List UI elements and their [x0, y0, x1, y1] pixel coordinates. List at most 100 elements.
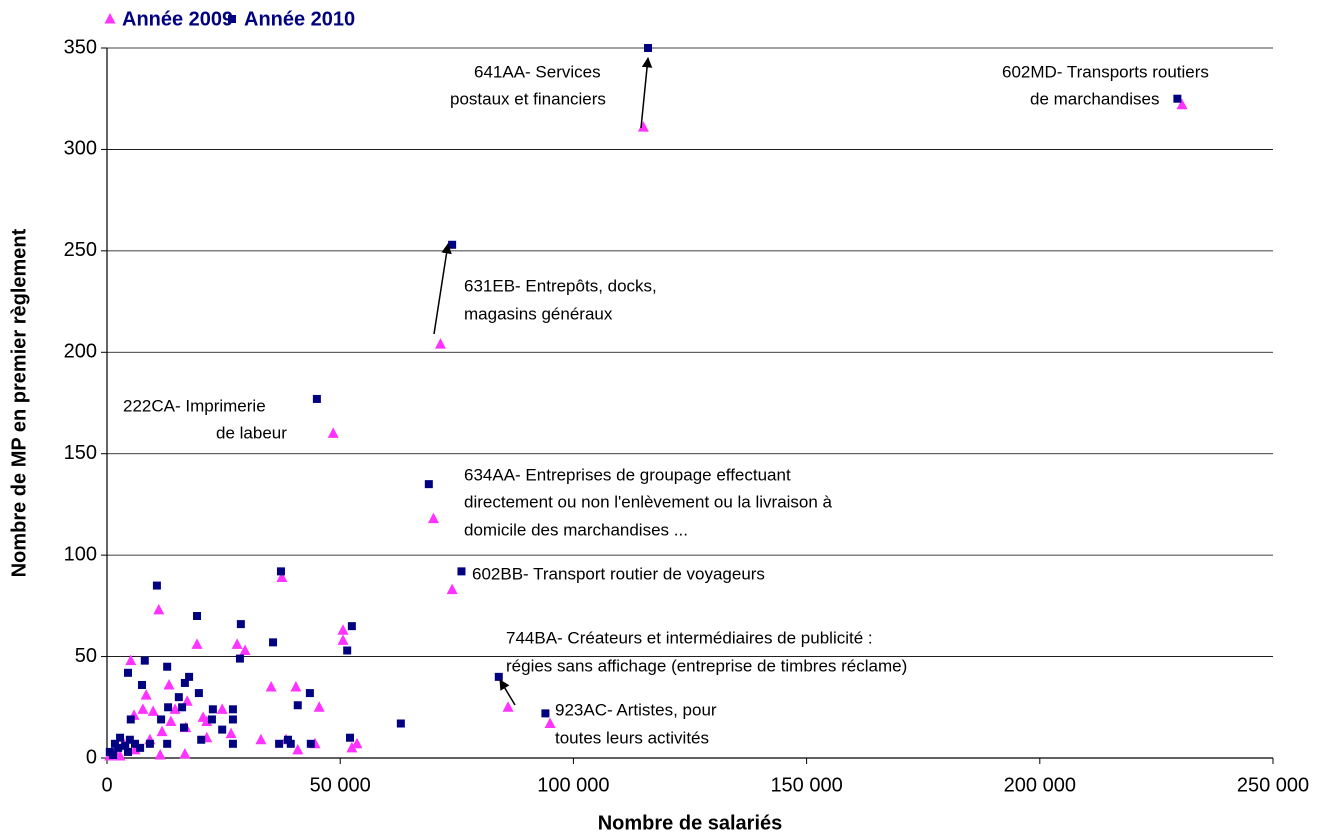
point — [305, 689, 314, 698]
point — [236, 620, 245, 629]
point — [153, 603, 165, 615]
point — [123, 668, 132, 677]
point — [225, 727, 237, 739]
legend-label: Année 2009 — [122, 8, 233, 30]
point — [178, 703, 187, 712]
point — [116, 733, 125, 742]
legend-label: Année 2010 — [244, 8, 355, 30]
point — [327, 427, 339, 438]
arrow — [433, 242, 452, 335]
y-tick-label: 200 — [64, 341, 97, 363]
point — [306, 739, 315, 748]
point — [180, 678, 189, 687]
point — [351, 737, 363, 749]
point — [109, 750, 118, 759]
point — [1173, 94, 1182, 103]
point — [239, 644, 251, 655]
point — [637, 121, 649, 132]
point — [179, 723, 188, 732]
point — [140, 689, 152, 700]
point — [290, 681, 302, 692]
point — [185, 672, 194, 681]
point — [193, 612, 202, 620]
point — [434, 338, 446, 349]
annotation: 222CA- Imprimerie — [123, 396, 266, 415]
point — [343, 646, 352, 655]
point — [156, 725, 168, 737]
point — [125, 735, 134, 744]
point — [346, 741, 358, 753]
point — [169, 703, 181, 714]
annotation: magasins généraux — [464, 304, 613, 323]
y-tick-label: 100 — [64, 543, 97, 565]
point — [541, 709, 550, 718]
annotation: de marchandises — [1030, 89, 1159, 108]
point — [286, 739, 295, 748]
y-tick-label: 250 — [64, 239, 97, 261]
point — [123, 747, 132, 756]
annotation: 602BB- Transport routier de voyageurs — [472, 564, 765, 583]
point — [157, 715, 166, 724]
point — [457, 567, 466, 576]
point — [345, 733, 354, 742]
point — [293, 701, 302, 710]
annotation: 602MD- Transports routiers — [1002, 62, 1209, 81]
point — [312, 394, 321, 403]
point — [424, 480, 433, 489]
legend-marker — [104, 13, 116, 24]
point — [121, 741, 130, 750]
point — [163, 662, 172, 671]
x-tick-label: 150 000 — [770, 774, 842, 796]
point — [147, 705, 159, 716]
y-tick-label: 350 — [64, 36, 97, 58]
point — [208, 705, 217, 714]
point — [114, 749, 126, 761]
point — [194, 689, 203, 698]
point — [231, 638, 243, 649]
point — [448, 240, 457, 249]
point — [269, 638, 278, 647]
annotation: directement ou non l'enlèvement ou la li… — [464, 492, 833, 511]
point — [275, 739, 284, 748]
point — [235, 654, 244, 663]
y-tick-label: 50 — [75, 645, 97, 667]
annotation: domicile des marchandises ... — [464, 520, 688, 539]
y-tick-label: 0 — [86, 746, 97, 768]
y-tick-label: 300 — [64, 138, 97, 160]
point — [140, 656, 149, 665]
annotation: 744BA- Créateurs et intermédiaires de pu… — [506, 628, 873, 647]
point — [396, 719, 405, 728]
point — [136, 743, 145, 752]
point — [130, 739, 139, 748]
x-tick-label: 250 000 — [1237, 774, 1309, 796]
point — [276, 571, 288, 582]
point — [228, 715, 237, 724]
point — [446, 583, 458, 595]
point — [313, 701, 325, 712]
point — [126, 715, 135, 724]
arrow — [499, 679, 516, 706]
point — [125, 654, 137, 666]
point — [292, 743, 304, 755]
point — [265, 681, 277, 692]
annotation: 634AA- Entreprises de groupage effectuan… — [464, 465, 791, 484]
point — [347, 622, 356, 631]
point — [494, 672, 503, 681]
point — [163, 678, 175, 690]
point — [197, 735, 206, 744]
legend-marker — [228, 15, 236, 23]
point — [255, 733, 267, 745]
point — [228, 705, 237, 714]
annotation: de labeur — [216, 423, 287, 442]
annotation: régies sans affichage (entreprise de tim… — [506, 656, 907, 675]
arrow — [640, 56, 653, 129]
point — [174, 693, 183, 702]
point — [191, 638, 203, 649]
point — [1176, 98, 1188, 110]
annotation: 923AC- Artistes, pour — [555, 700, 717, 719]
point — [283, 735, 292, 744]
point — [152, 581, 161, 590]
point — [137, 703, 149, 714]
point — [164, 703, 173, 712]
